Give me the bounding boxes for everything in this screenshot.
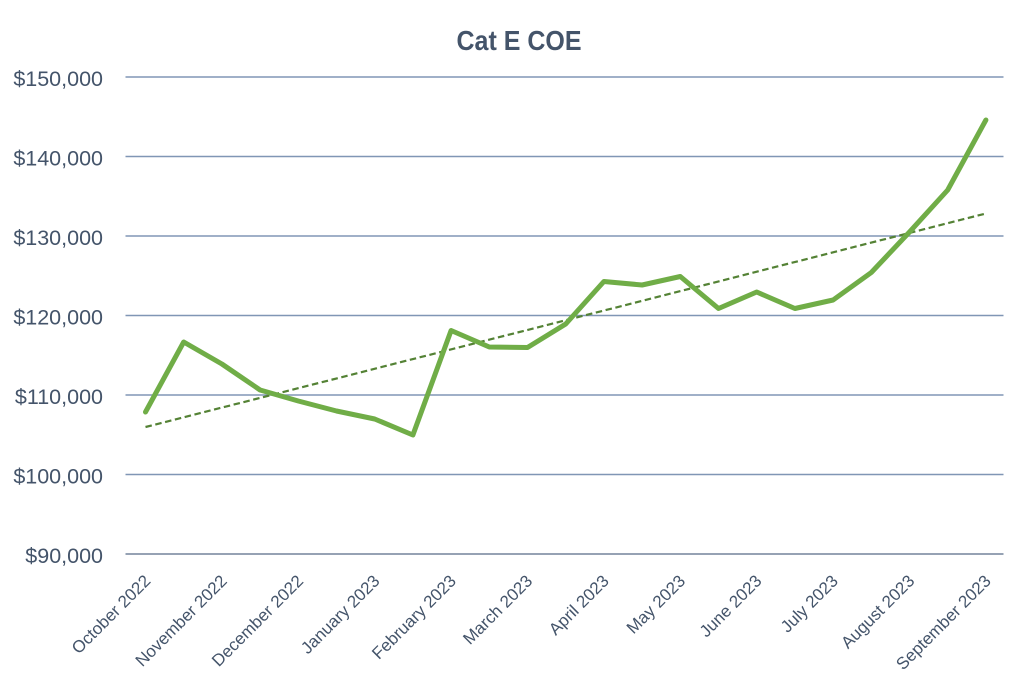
svg-text:Cat E COE: Cat E COE (457, 25, 582, 56)
svg-text:$140,000: $140,000 (13, 147, 103, 171)
svg-text:$100,000: $100,000 (13, 465, 103, 489)
svg-text:$150,000: $150,000 (13, 67, 103, 91)
svg-text:$90,000: $90,000 (25, 544, 103, 568)
svg-text:$110,000: $110,000 (15, 385, 103, 409)
svg-text:$120,000: $120,000 (13, 306, 103, 330)
svg-text:$130,000: $130,000 (13, 226, 103, 250)
